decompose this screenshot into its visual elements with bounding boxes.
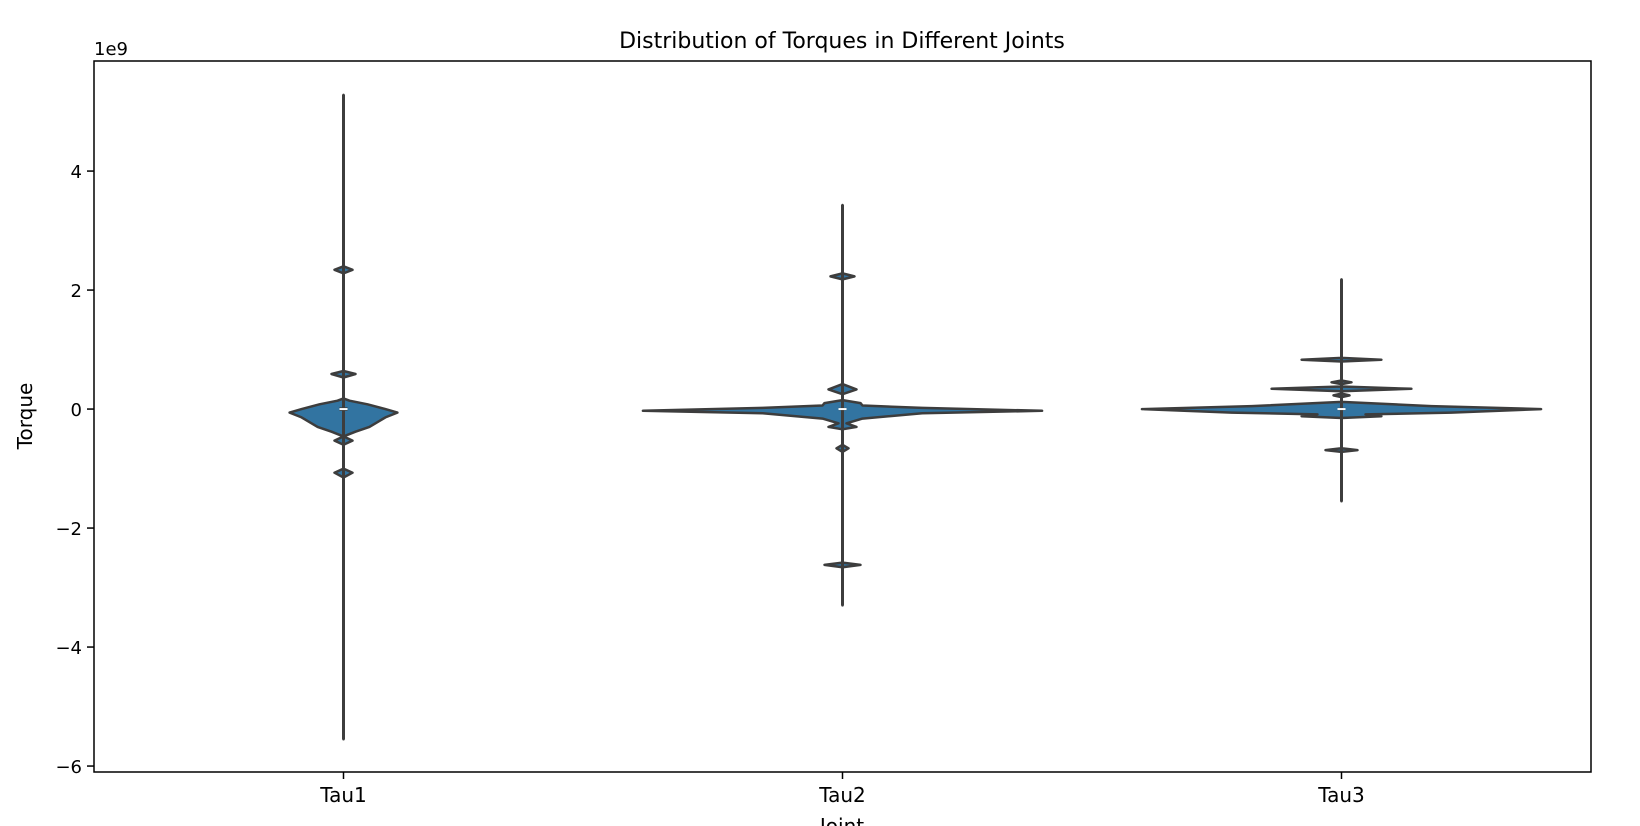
y-tick-label: 0 [71, 400, 82, 421]
y-axis-label: Torque [13, 383, 37, 451]
y-tick-label: 2 [71, 281, 82, 302]
y-tick-label: −6 [55, 757, 82, 778]
x-tick-label: Tau2 [818, 783, 866, 807]
x-tick-label: Tau3 [1317, 783, 1365, 807]
y-tick-label: −4 [55, 638, 82, 659]
chart-title: Distribution of Torques in Different Joi… [619, 29, 1065, 54]
violin-tau1 [288, 93, 399, 741]
y-axis: −6 −4 −2 0 2 4 [55, 162, 94, 778]
y-tick-label: −2 [55, 519, 82, 540]
y-tick-label: 4 [71, 162, 82, 183]
x-axis-label: Joint [818, 814, 864, 826]
x-tick-label: Tau1 [319, 783, 367, 807]
y-offset-label: 1e9 [94, 39, 128, 60]
violins-layer [288, 93, 1543, 741]
violin-tau3 [1140, 278, 1543, 503]
x-axis: Tau1 Tau2 Tau3 [319, 772, 1365, 807]
violin-tau2 [641, 203, 1044, 607]
